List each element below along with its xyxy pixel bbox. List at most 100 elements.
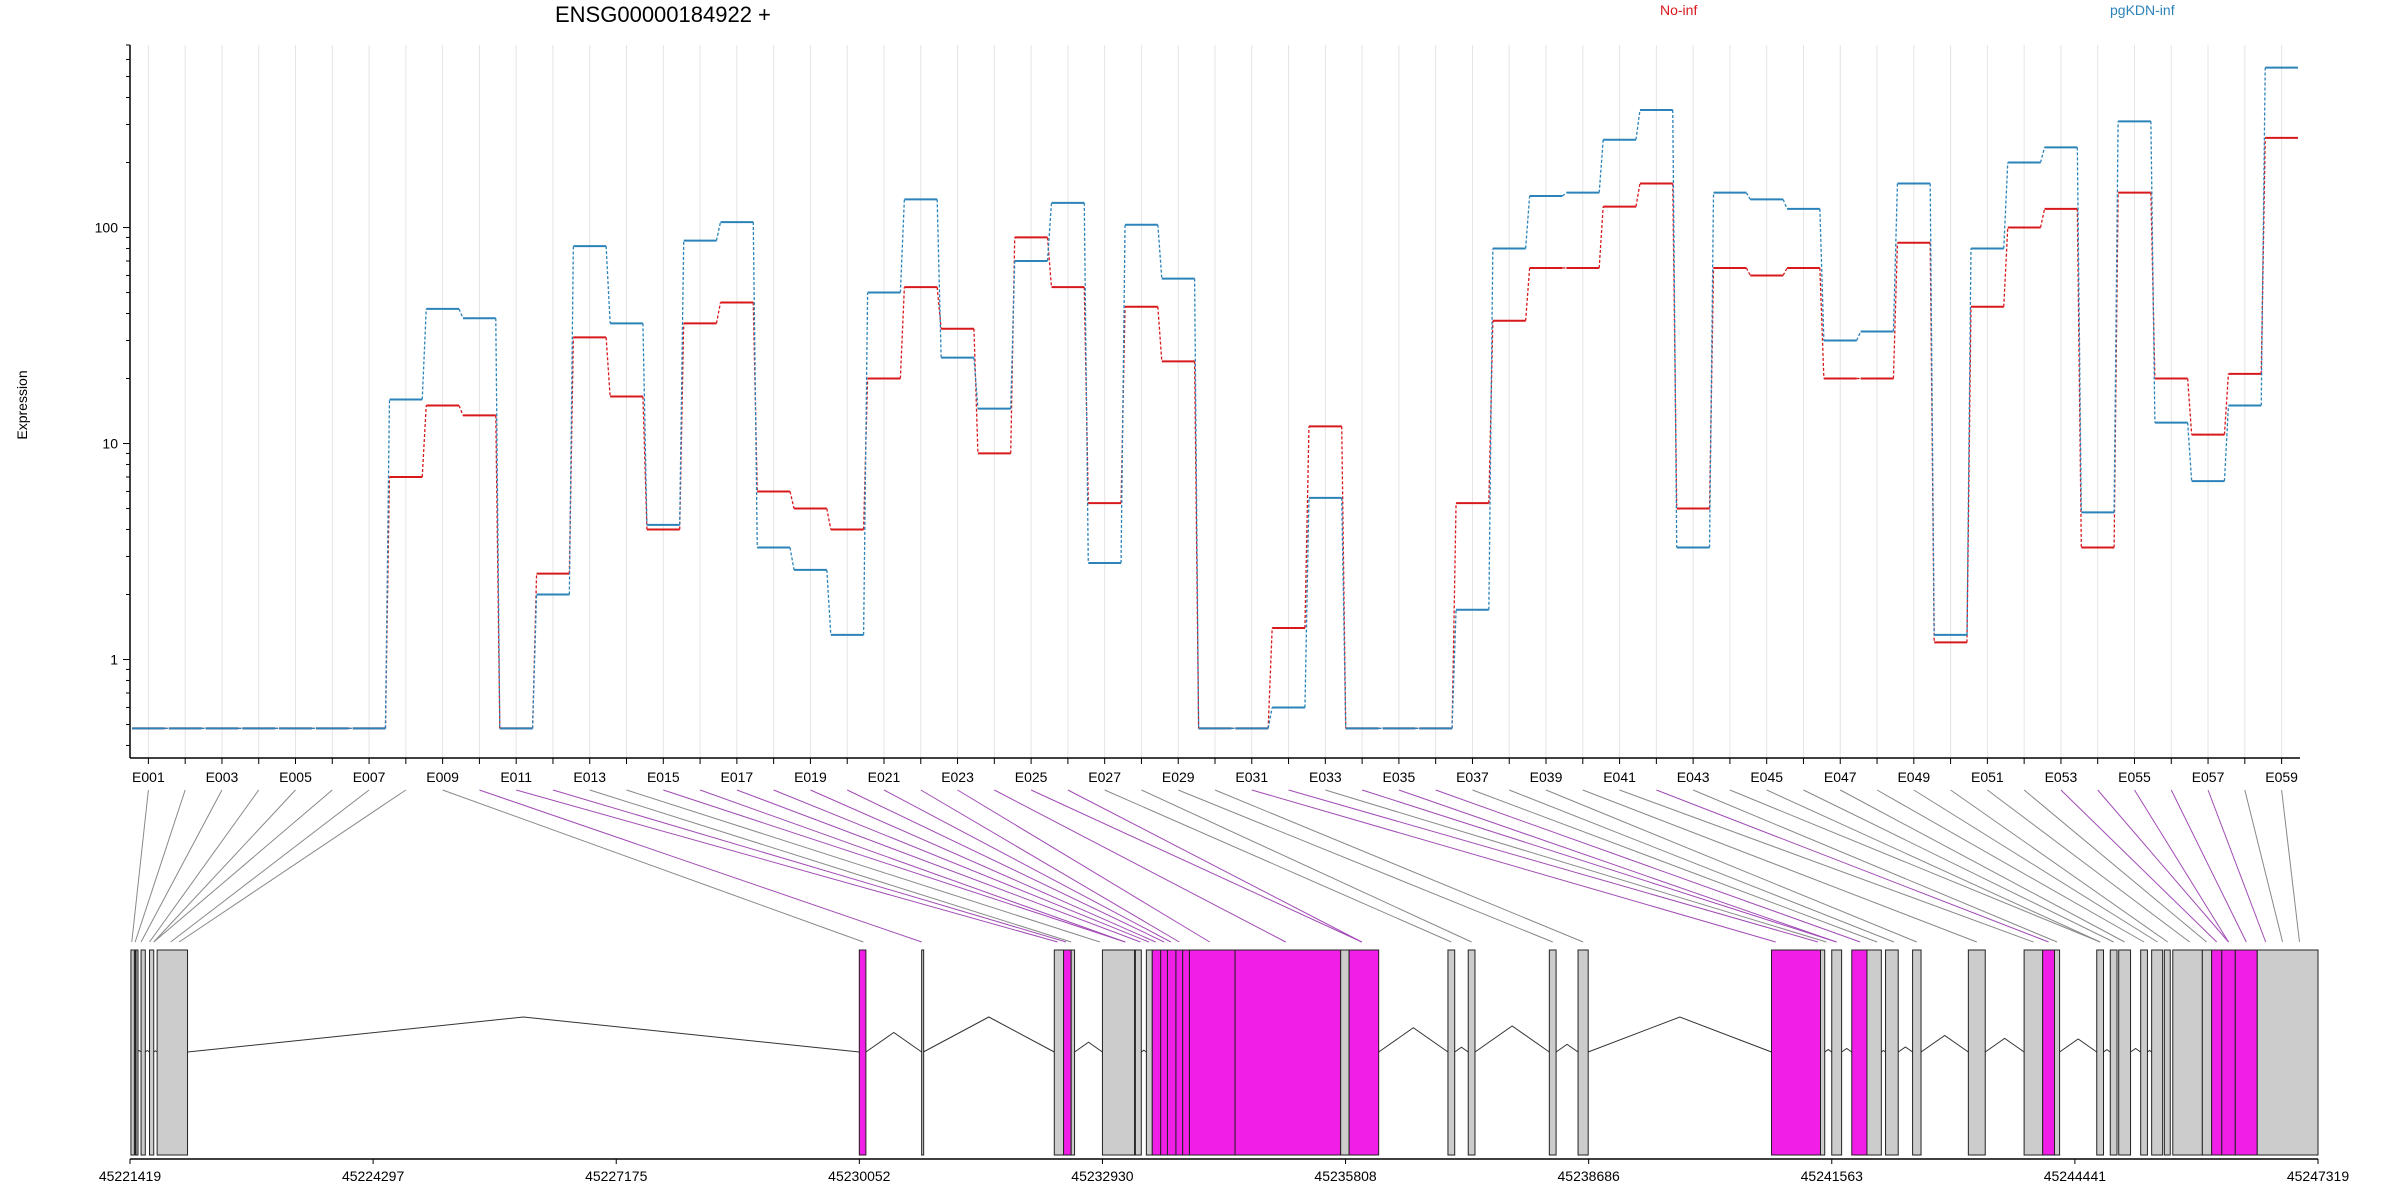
- x-tick-label: E053: [2045, 769, 2078, 785]
- exon-link-line: [2281, 789, 2300, 943]
- intron-connector: [145, 1049, 150, 1053]
- series-connector: [2187, 378, 2193, 435]
- exon-highlighted: [1175, 949, 1184, 1156]
- intron-connector: [187, 1016, 860, 1053]
- series-connector: [1745, 192, 1751, 200]
- exon: [1101, 949, 1136, 1156]
- intron-connector: [865, 1031, 922, 1053]
- exon-link-line: [663, 789, 1126, 943]
- exon-link-line: [153, 789, 333, 943]
- exon: [2109, 949, 2118, 1156]
- series-connector: [1672, 110, 1678, 548]
- series-connector: [2150, 121, 2156, 423]
- series-connector: [2039, 208, 2046, 228]
- x-tick-label: E009: [426, 769, 459, 785]
- series-connector: [531, 594, 538, 729]
- exon-link-line: [1030, 789, 1362, 943]
- intron-connector: [2147, 1049, 2152, 1053]
- exon: [1885, 949, 1899, 1156]
- series-connector: [421, 405, 427, 478]
- exon-link-line: [479, 789, 922, 943]
- x-tick-label: E041: [1603, 769, 1636, 785]
- series-connector: [384, 399, 391, 729]
- exon-link-line: [1104, 789, 1452, 943]
- series-pgkdn-inf: [132, 66, 2298, 730]
- series-connector: [936, 287, 942, 329]
- exon: [135, 949, 139, 1156]
- series-connector: [1819, 208, 1825, 341]
- intron-connector: [2059, 1038, 2098, 1053]
- exon-link-line: [1288, 789, 1819, 943]
- exon-link-line: [170, 789, 370, 943]
- exon-highlighted: [2234, 949, 2258, 1156]
- exon: [1070, 949, 1076, 1156]
- intron-connector: [1074, 1041, 1103, 1053]
- series-connector: [568, 246, 575, 595]
- exon: [1340, 949, 1350, 1156]
- series-connector: [1782, 199, 1788, 210]
- exon-link-line: [2097, 789, 2229, 943]
- x-tick-label: E011: [500, 769, 532, 785]
- series-connector: [1856, 331, 1862, 341]
- exon-link-line: [2244, 789, 2284, 943]
- exon-link-line: [736, 789, 1141, 943]
- exon-link-line: [1361, 789, 1837, 943]
- series-connector: [1561, 192, 1567, 197]
- series-connector: [1083, 202, 1089, 563]
- exon-highlighted: [1234, 949, 1342, 1156]
- series-connector: [1046, 237, 1053, 288]
- x-tick-label: E055: [2118, 769, 2151, 785]
- exon: [2151, 949, 2164, 1156]
- exon-highlighted: [2221, 949, 2236, 1156]
- x-tick-label: E023: [941, 769, 974, 785]
- legend-entry-no-inf: No-inf: [1660, 2, 1698, 18]
- x-tick-label: E045: [1750, 769, 1783, 785]
- series-connector: [605, 246, 611, 324]
- series-connector: [495, 318, 501, 729]
- exon-link-line: [2170, 789, 2247, 943]
- intron-connector: [1141, 1049, 1147, 1053]
- exon: [2163, 949, 2171, 1156]
- gene-axis-tick-label: 45235808: [1314, 1168, 1377, 1184]
- exon-link-line: [920, 789, 1180, 943]
- series-connector: [1046, 202, 1053, 262]
- exon-link-line: [1729, 789, 2101, 943]
- intron-connector: [2103, 1049, 2111, 1053]
- gene-axis-tick-label: 45227175: [585, 1168, 648, 1184]
- exon-link-line: [1913, 789, 2158, 943]
- series-connector: [789, 491, 795, 509]
- series-connector: [1929, 242, 1935, 643]
- exon-link-line: [1803, 789, 2114, 943]
- exon-link-line: [2060, 789, 2218, 943]
- exon: [2140, 949, 2148, 1156]
- exon-link-line: [153, 789, 296, 943]
- exon: [1447, 949, 1456, 1156]
- genomic-coordinate-axis: 45221419 45224297 45227175 45230052 45232930…: [99, 1158, 2349, 1184]
- series-connector: [679, 240, 685, 525]
- exon-link-line: [810, 789, 1156, 943]
- x-tick-label: E021: [868, 769, 901, 785]
- exon: [2054, 949, 2061, 1156]
- exon-link-line: [1619, 789, 2034, 943]
- exon-link-line: [773, 789, 1150, 943]
- exon-highlighted: [1063, 949, 1072, 1156]
- exon-highlighted: [1188, 949, 1236, 1156]
- exon-link-line: [516, 789, 1058, 943]
- exon-link-line: [1435, 789, 1861, 943]
- intron-connector: [1881, 1049, 1886, 1053]
- exon-link-line: [1067, 789, 1363, 943]
- series-connector: [1966, 248, 1972, 635]
- series-connector: [1598, 206, 1604, 268]
- legend-entry-pgkdn-inf: pgKDN-inf: [2110, 2, 2175, 18]
- series-connector: [1120, 224, 1126, 563]
- series-connector: [458, 405, 464, 416]
- exon: [2256, 949, 2319, 1156]
- exon: [1145, 949, 1153, 1156]
- intron-connector: [1555, 1043, 1579, 1053]
- series-connector: [1267, 627, 1273, 729]
- x-tick-label: E003: [206, 769, 239, 785]
- intron-connector: [153, 1050, 158, 1053]
- series-connector: [715, 302, 722, 324]
- x-tick-label: E025: [1015, 769, 1048, 785]
